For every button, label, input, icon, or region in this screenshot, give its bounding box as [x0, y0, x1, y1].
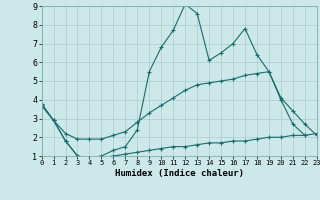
X-axis label: Humidex (Indice chaleur): Humidex (Indice chaleur) [115, 169, 244, 178]
